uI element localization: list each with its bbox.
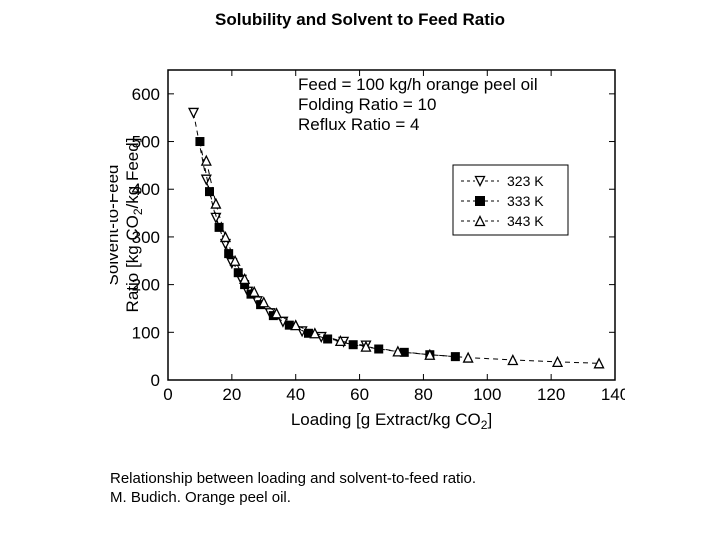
svg-text:140: 140 — [601, 385, 625, 404]
page-title: Solubility and Solvent to Feed Ratio — [0, 10, 720, 30]
svg-text:60: 60 — [350, 385, 369, 404]
svg-text:Feed = 100 kg/h orange peel oi: Feed = 100 kg/h orange peel oil — [298, 75, 538, 94]
svg-text:100: 100 — [473, 385, 501, 404]
svg-text:0: 0 — [151, 371, 160, 390]
svg-text:80: 80 — [414, 385, 433, 404]
svg-text:Loading [g Extract/kg CO2]: Loading [g Extract/kg CO2] — [291, 410, 492, 432]
svg-text:120: 120 — [537, 385, 565, 404]
svg-text:20: 20 — [222, 385, 241, 404]
chart-container: 0204060801001201400100200300400500600Loa… — [110, 60, 625, 440]
caption: Relationship between loading and solvent… — [110, 470, 476, 508]
chart-svg: 0204060801001201400100200300400500600Loa… — [110, 60, 625, 440]
svg-text:Folding Ratio = 10: Folding Ratio = 10 — [298, 95, 436, 114]
svg-text:100: 100 — [132, 323, 160, 342]
svg-text:333 K: 333 K — [507, 193, 544, 209]
svg-text:343 K: 343 K — [507, 213, 544, 229]
svg-text:0: 0 — [163, 385, 172, 404]
caption-line-2: M. Budich. Orange peel oil. — [110, 489, 476, 508]
svg-text:Reflux Ratio = 4: Reflux Ratio = 4 — [298, 115, 419, 134]
svg-text:40: 40 — [286, 385, 305, 404]
svg-text:600: 600 — [132, 85, 160, 104]
caption-line-1: Relationship between loading and solvent… — [110, 470, 476, 489]
svg-text:Solvent-to-FeedRatio [kg CO2/k: Solvent-to-FeedRatio [kg CO2/kg Feed] — [110, 138, 145, 313]
svg-text:323 K: 323 K — [507, 173, 544, 189]
